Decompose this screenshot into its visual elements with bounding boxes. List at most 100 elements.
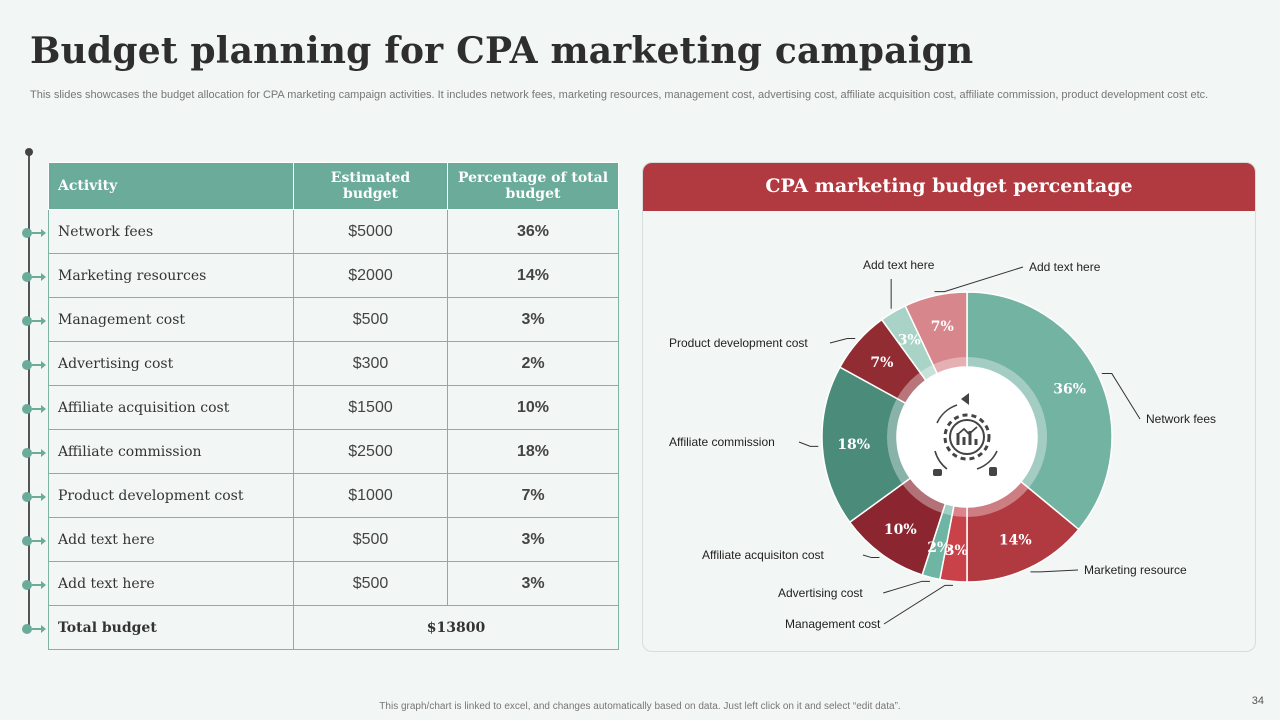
budget-cell: $1500 [293, 385, 448, 430]
slice-value-label: 3% [898, 332, 921, 348]
activity-cell: Product development cost [48, 473, 294, 518]
timeline-dot [22, 272, 32, 282]
total-value-cell: $13800 [293, 605, 619, 650]
activity-cell: Affiliate acquisition cost [48, 385, 294, 430]
page-title: Budget planning for CPA marketing campai… [30, 30, 974, 72]
percent-cell: 3% [447, 561, 619, 606]
gear-chart-icon [933, 393, 998, 476]
callout-label: Add text here [1029, 260, 1101, 274]
callout-label: Marketing resource [1084, 563, 1187, 577]
budget-cell: $2500 [293, 429, 448, 474]
table-row: Affiliate acquisition cost $1500 10% [48, 385, 619, 430]
slice-value-label: 14% [999, 533, 1032, 549]
activity-cell: Marketing resources [48, 253, 294, 298]
callout-label: Affiliate acquisiton cost [702, 548, 825, 562]
arrow-right-icon [32, 361, 46, 369]
timeline-start-dot [25, 148, 33, 156]
callout-label: Product development cost [669, 336, 808, 350]
budget-cell: $300 [293, 341, 448, 386]
page-number: 34 [1251, 695, 1264, 707]
table-header-row: Activity Estimated budget Percentage of … [48, 162, 619, 210]
timeline-marker [22, 535, 46, 547]
timeline-marker [22, 403, 46, 415]
percent-cell: 7% [447, 473, 619, 518]
table-row: Add text here $500 3% [48, 561, 619, 606]
timeline-dot [22, 404, 32, 414]
arrow-right-icon [32, 317, 46, 325]
percent-cell: 3% [447, 297, 619, 342]
timeline-dot [22, 580, 32, 590]
timeline-dot [22, 536, 32, 546]
table-total-row: Total budget $13800 [48, 605, 619, 650]
timeline-marker [22, 271, 46, 283]
budget-cell: $500 [293, 517, 448, 562]
slice-value-label: 2% [927, 540, 950, 556]
activity-cell: Advertising cost [48, 341, 294, 386]
table-row: Management cost $500 3% [48, 297, 619, 342]
table-row: Marketing resources $2000 14% [48, 253, 619, 298]
budget-cell: $1000 [293, 473, 448, 518]
budget-cell: $2000 [293, 253, 448, 298]
timeline-marker [22, 579, 46, 591]
arrow-right-icon [32, 273, 46, 281]
timeline-marker [22, 623, 46, 635]
callout-line [1101, 373, 1141, 420]
budget-donut-chart: 36%14%3%2%10%18%7%3%7% Network feesMarke… [669, 258, 1216, 631]
callout-line [829, 337, 856, 344]
table-row: Product development cost $1000 7% [48, 473, 619, 518]
callout-label: Affiliate commission [669, 435, 775, 449]
percent-cell: 10% [447, 385, 619, 430]
arrow-right-icon [32, 581, 46, 589]
timeline-dot [22, 316, 32, 326]
percent-cell: 36% [447, 209, 619, 254]
slice-value-label: 3% [945, 543, 968, 559]
callout-line [862, 554, 880, 559]
timeline-dot [22, 360, 32, 370]
activity-cell: Affiliate commission [48, 429, 294, 474]
percent-cell: 18% [447, 429, 619, 474]
timeline-dot [22, 624, 32, 634]
header-percentage: Percentage of total budget [447, 162, 619, 210]
timeline-dot [22, 448, 32, 458]
percent-cell: 2% [447, 341, 619, 386]
budget-table: Activity Estimated budget Percentage of … [48, 162, 619, 650]
footer-note: This graph/chart is linked to excel, and… [379, 701, 901, 712]
arrow-right-icon [32, 537, 46, 545]
callout-label: Add text here [863, 258, 935, 272]
slice-value-label: 36% [1053, 382, 1086, 398]
header-activity: Activity [48, 162, 294, 210]
budget-cell: $5000 [293, 209, 448, 254]
activity-cell: Add text here [48, 517, 294, 562]
timeline-marker [22, 315, 46, 327]
callout-line [883, 580, 930, 594]
callout-line [934, 266, 1024, 293]
callout-line [798, 441, 819, 447]
timeline-marker [22, 447, 46, 459]
callout-line [883, 584, 953, 625]
percent-cell: 3% [447, 517, 619, 562]
arrow-right-icon [32, 493, 46, 501]
activity-cell: Network fees [48, 209, 294, 254]
slice-value-label: 10% [884, 522, 917, 538]
donut-slice [904, 291, 968, 375]
arrow-right-icon [32, 449, 46, 457]
chart-panel-title: CPA marketing budget percentage [643, 163, 1255, 211]
activity-cell: Management cost [48, 297, 294, 342]
timeline-marker [22, 227, 46, 239]
timeline-marker [22, 359, 46, 371]
callout-label: Network fees [1146, 412, 1216, 426]
callout-line [1030, 569, 1079, 573]
budget-cell: $500 [293, 561, 448, 606]
timeline-line [28, 152, 30, 630]
budget-cell: $500 [293, 297, 448, 342]
table-row: Network fees $5000 36% [48, 209, 619, 254]
timeline-marker [22, 491, 46, 503]
table-row: Add text here $500 3% [48, 517, 619, 562]
table-row: Advertising cost $300 2% [48, 341, 619, 386]
page-subtitle: This slides showcases the budget allocat… [30, 89, 1209, 101]
activity-cell: Add text here [48, 561, 294, 606]
arrow-right-icon [32, 625, 46, 633]
timeline-dot [22, 492, 32, 502]
slice-value-label: 7% [870, 355, 893, 371]
arrow-right-icon [32, 405, 46, 413]
